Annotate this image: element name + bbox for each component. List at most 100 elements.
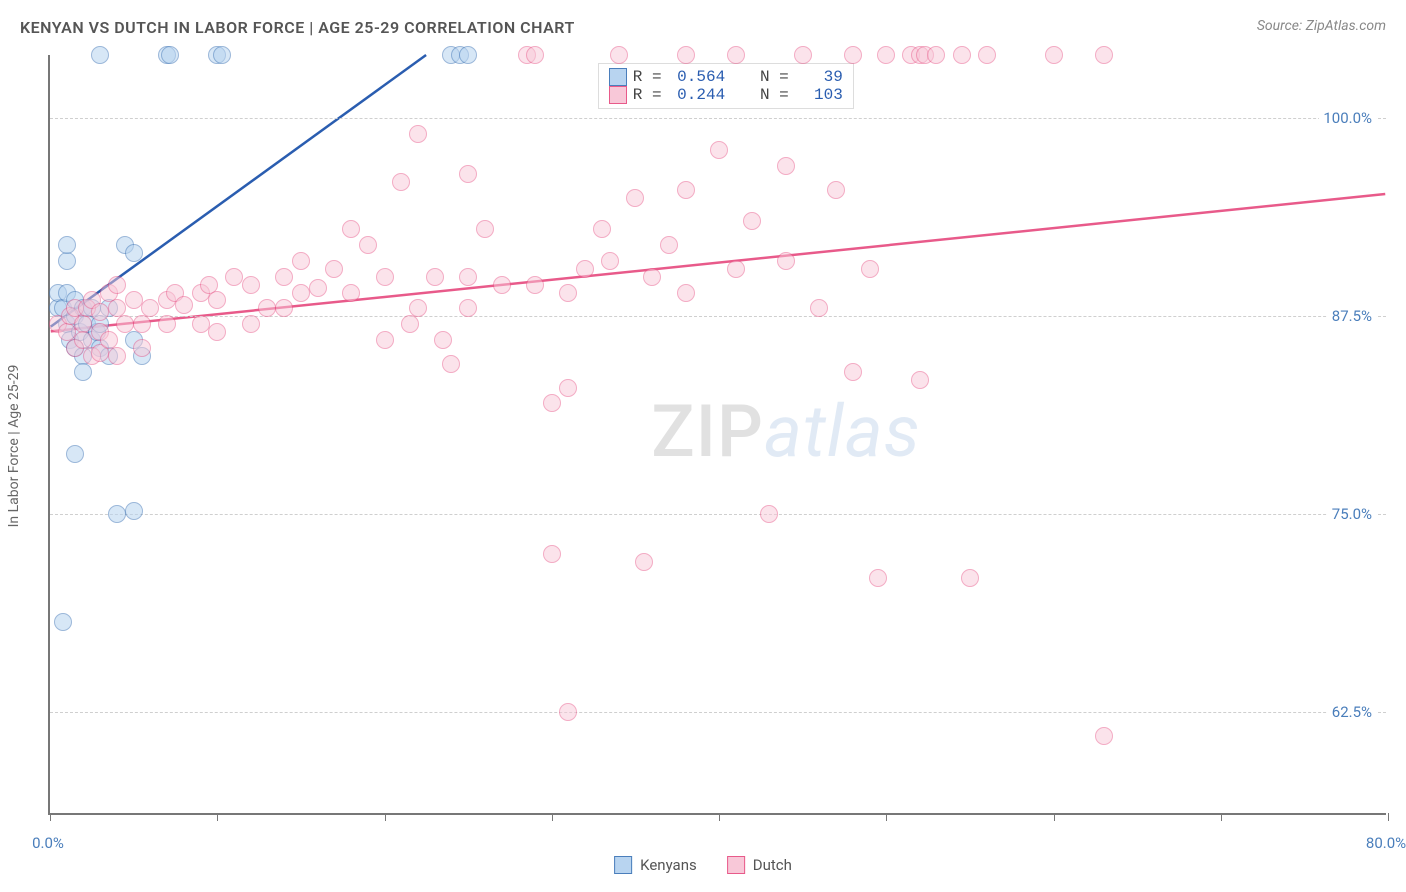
- legend-stats-row: R = 0.564 N = 39: [609, 68, 843, 86]
- scatter-point: [559, 284, 577, 302]
- xtick: [719, 813, 720, 821]
- ytick-label: 75.0%: [1328, 505, 1376, 523]
- scatter-point: [777, 252, 795, 270]
- scatter-point: [242, 276, 260, 294]
- scatter-point: [743, 212, 761, 230]
- scatter-point: [559, 379, 577, 397]
- xtick-label: 0.0%: [32, 834, 64, 852]
- legend-stats-box: R = 0.564 N = 39R = 0.244 N = 103: [598, 63, 854, 109]
- scatter-point: [677, 284, 695, 302]
- scatter-point: [1095, 727, 1113, 745]
- scatter-point: [208, 291, 226, 309]
- scatter-point: [175, 296, 193, 314]
- scatter-point: [125, 244, 143, 262]
- legend-r-value: 0.244: [677, 86, 725, 104]
- scatter-point: [442, 355, 460, 373]
- scatter-point: [91, 46, 109, 64]
- scatter-point: [392, 173, 410, 191]
- scatter-point: [161, 46, 179, 64]
- scatter-point: [125, 502, 143, 520]
- scatter-point: [660, 236, 678, 254]
- scatter-point: [526, 276, 544, 294]
- scatter-point: [141, 299, 159, 317]
- scatter-point: [292, 284, 310, 302]
- watermark-atlas: atlas: [764, 389, 921, 474]
- ytick-label: 100.0%: [1319, 109, 1376, 127]
- scatter-point: [593, 220, 611, 238]
- scatter-point: [342, 220, 360, 238]
- scatter-point: [877, 46, 895, 64]
- xtick: [1221, 813, 1222, 821]
- scatter-point: [635, 553, 653, 571]
- scatter-point: [359, 236, 377, 254]
- bottom-legend-label: Dutch: [753, 856, 792, 874]
- scatter-point: [543, 545, 561, 563]
- source-label: Source: ZipAtlas.com: [1257, 18, 1386, 34]
- watermark: ZIPatlas: [651, 389, 921, 474]
- scatter-point: [459, 268, 477, 286]
- watermark-zip: ZIP: [651, 389, 764, 474]
- xtick: [50, 813, 51, 821]
- legend-swatch: [609, 68, 627, 86]
- scatter-point: [869, 569, 887, 587]
- scatter-point: [225, 268, 243, 286]
- scatter-point: [58, 236, 76, 254]
- scatter-point: [476, 220, 494, 238]
- trend-lines-svg: [50, 55, 1386, 813]
- gridline-h: [50, 712, 1386, 713]
- scatter-point: [810, 299, 828, 317]
- scatter-point: [459, 299, 477, 317]
- bottom-legend-label: Kenyans: [640, 856, 697, 874]
- scatter-point: [434, 331, 452, 349]
- scatter-point: [727, 46, 745, 64]
- scatter-point: [376, 331, 394, 349]
- legend-r-value: 0.564: [677, 68, 725, 86]
- scatter-point: [459, 165, 477, 183]
- scatter-point: [493, 276, 511, 294]
- scatter-point: [777, 157, 795, 175]
- y-axis-label: In Labor Force | Age 25-29: [6, 365, 22, 528]
- scatter-point: [158, 315, 176, 333]
- xtick: [217, 813, 218, 821]
- scatter-point: [58, 252, 76, 270]
- gridline-h: [50, 514, 1386, 515]
- legend-n-label: N =: [731, 68, 798, 86]
- scatter-point: [576, 260, 594, 278]
- scatter-point: [275, 299, 293, 317]
- scatter-point: [610, 46, 628, 64]
- scatter-point: [953, 46, 971, 64]
- xtick: [385, 813, 386, 821]
- legend-n-value: 39: [804, 68, 842, 86]
- scatter-point: [710, 141, 728, 159]
- scatter-point: [208, 323, 226, 341]
- legend-swatch: [727, 856, 745, 874]
- scatter-point: [133, 339, 151, 357]
- scatter-point: [543, 394, 561, 412]
- scatter-point: [844, 363, 862, 381]
- scatter-point: [275, 268, 293, 286]
- scatter-point: [258, 299, 276, 317]
- scatter-point: [309, 279, 327, 297]
- xtick: [1388, 813, 1389, 821]
- scatter-point: [961, 569, 979, 587]
- legend-n-label: N =: [731, 86, 798, 104]
- xtick: [886, 813, 887, 821]
- scatter-point: [108, 276, 126, 294]
- scatter-point: [677, 46, 695, 64]
- scatter-point: [133, 315, 151, 333]
- scatter-point: [401, 315, 419, 333]
- scatter-point: [125, 291, 143, 309]
- scatter-point: [1095, 46, 1113, 64]
- legend-stats-row: R = 0.244 N = 103: [609, 86, 843, 104]
- scatter-point: [66, 445, 84, 463]
- legend-r-label: R =: [633, 86, 671, 104]
- scatter-point: [861, 260, 879, 278]
- scatter-point: [376, 268, 394, 286]
- scatter-point: [342, 284, 360, 302]
- scatter-point: [1045, 46, 1063, 64]
- scatter-point: [911, 371, 929, 389]
- bottom-legend-item: Kenyans: [614, 856, 697, 874]
- scatter-point: [978, 46, 996, 64]
- chart-title: KENYAN VS DUTCH IN LABOR FORCE | AGE 25-…: [20, 18, 575, 37]
- bottom-legend: Kenyans Dutch: [614, 856, 792, 874]
